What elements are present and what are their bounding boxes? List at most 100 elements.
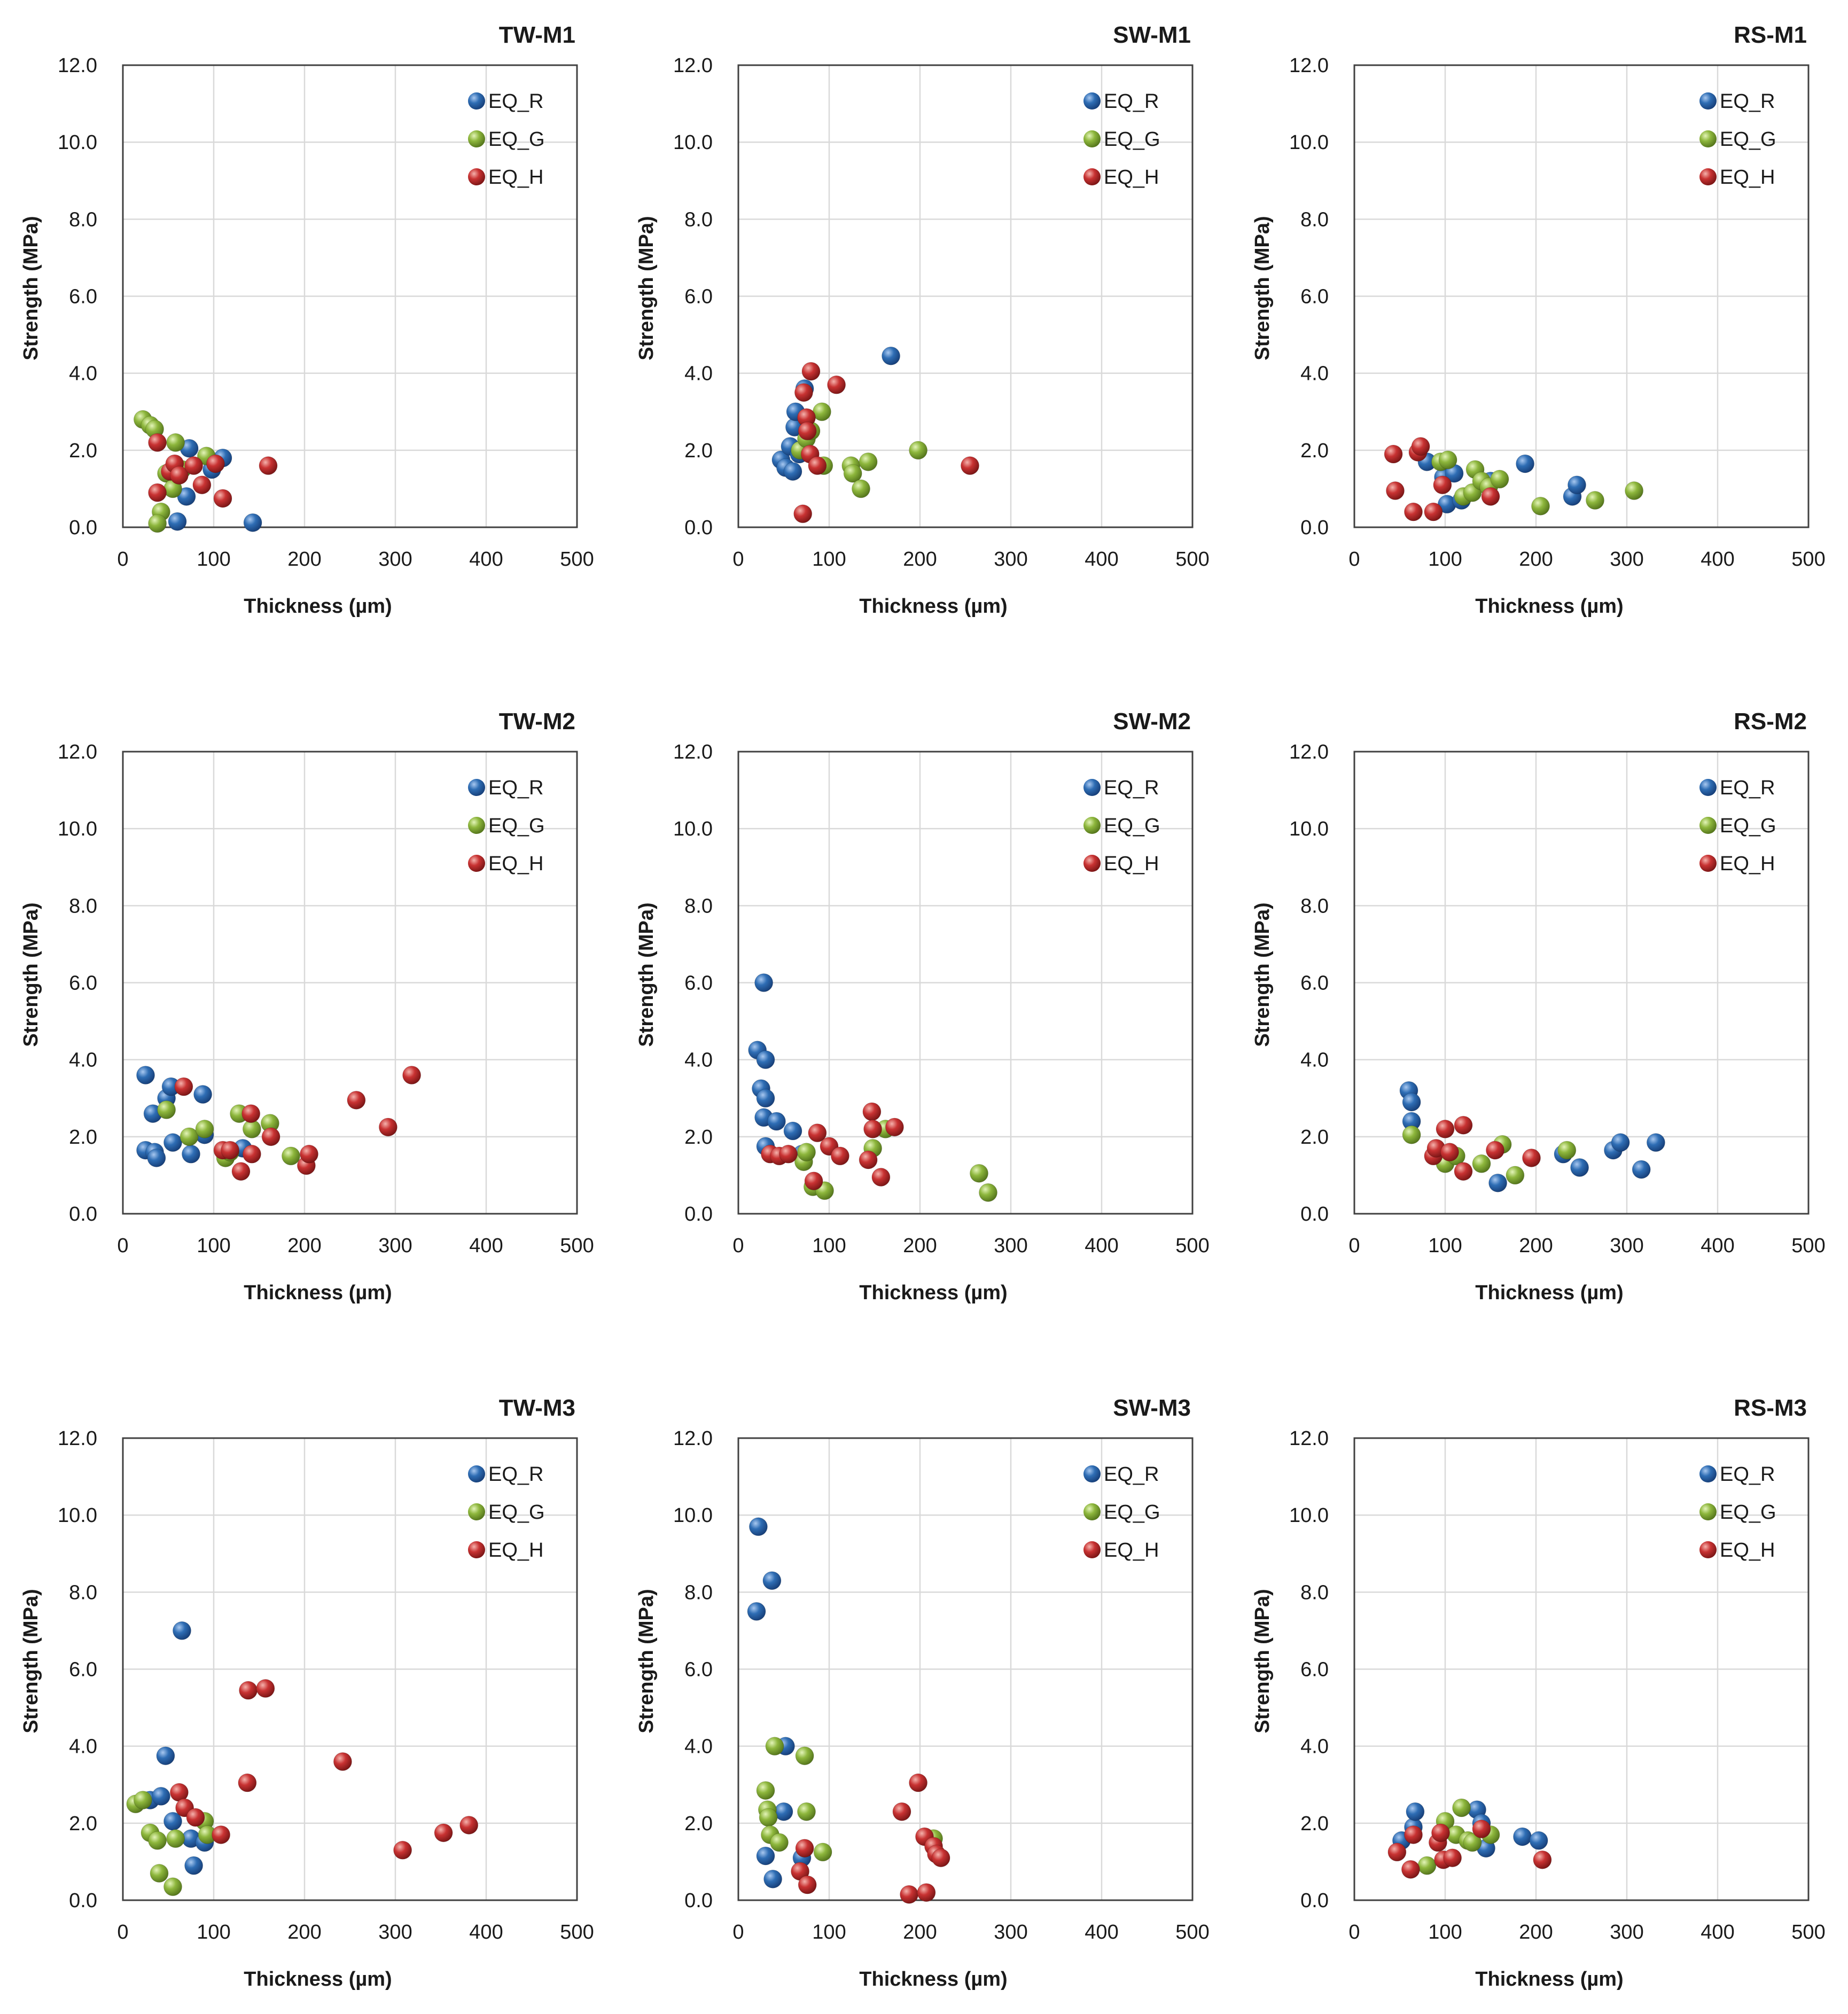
legend-marker: [1083, 1541, 1101, 1558]
y-tick-label: 12.0: [673, 54, 713, 77]
data-point: [871, 1168, 891, 1187]
data-point: [1440, 1143, 1459, 1162]
legend-marker: [1083, 1503, 1101, 1520]
data-point: [1404, 1825, 1423, 1844]
legend-label: EQ_H: [1720, 166, 1775, 189]
y-tick-label: 12.0: [58, 54, 97, 77]
series-eq-h: [174, 1066, 422, 1181]
data-point: [979, 1183, 997, 1202]
legend-label: EQ_H: [1104, 1539, 1159, 1562]
y-tick-label: 10.0: [673, 1504, 713, 1527]
x-tick-label: 300: [1610, 1235, 1643, 1257]
legend: EQ_R EQ_G EQ_H: [1083, 90, 1160, 189]
legend-label: EQ_G: [1720, 815, 1776, 837]
y-tick-label: 6.0: [684, 1659, 713, 1681]
data-point: [830, 1146, 849, 1166]
y-tick-label: 12.0: [1289, 741, 1329, 763]
data-point: [863, 1119, 883, 1138]
legend-label: EQ_G: [488, 1501, 545, 1524]
chart-title: RS-M3: [1734, 1395, 1807, 1421]
y-axis-label: Strength (MPa): [1251, 902, 1274, 1047]
data-point: [168, 512, 187, 531]
legend-marker: [468, 1465, 485, 1482]
chart-title: SW-M1: [1113, 22, 1191, 48]
x-axis-label: Thickness (µm): [244, 595, 392, 618]
chart-title: SW-M2: [1113, 708, 1191, 735]
data-point: [1384, 444, 1403, 464]
series-eq-g: [1431, 450, 1644, 516]
legend-marker: [1699, 855, 1717, 872]
x-tick-label: 400: [1085, 548, 1118, 571]
data-point: [1406, 1802, 1425, 1821]
y-tick-label: 2.0: [69, 1813, 97, 1835]
x-tick-label: 400: [1701, 1921, 1734, 1943]
data-point: [212, 1825, 231, 1844]
data-point: [1387, 1843, 1407, 1862]
y-tick-label: 8.0: [69, 1581, 97, 1604]
data-point: [169, 466, 189, 485]
y-tick-label: 2.0: [69, 440, 97, 462]
y-tick-label: 12.0: [58, 741, 97, 763]
legend-marker: [1699, 779, 1717, 796]
x-tick-label: 500: [1175, 1921, 1209, 1943]
data-point: [1438, 450, 1457, 470]
data-point: [1625, 481, 1644, 501]
y-tick-label: 0.0: [69, 517, 97, 539]
x-tick-label: 300: [378, 1235, 412, 1257]
data-point: [1472, 1820, 1491, 1839]
x-tick-label: 500: [560, 1235, 594, 1257]
data-point: [148, 514, 167, 533]
series-eq-h: [793, 362, 979, 524]
series-eq-h: [1424, 1115, 1541, 1181]
x-tick-label: 300: [1610, 548, 1643, 571]
legend-label: EQ_H: [488, 1539, 543, 1562]
data-point: [261, 1127, 280, 1146]
plot-area-border: [1353, 64, 1810, 528]
data-point: [770, 1833, 789, 1852]
data-point: [1529, 1831, 1548, 1850]
y-tick-label: 6.0: [1300, 286, 1329, 308]
x-tick-label: 200: [287, 548, 321, 571]
data-point: [378, 1118, 397, 1137]
x-tick-label: 500: [560, 548, 594, 571]
data-point: [1443, 1848, 1462, 1868]
x-tick-label: 300: [378, 548, 412, 571]
data-point: [827, 375, 846, 394]
y-tick-label: 4.0: [69, 1736, 97, 1758]
legend-label: EQ_H: [1720, 1539, 1775, 1562]
legend-marker: [1083, 855, 1101, 872]
chart-tw-m1: TW-M1 0 100 200 300 400 500 0.0 2.0 4.0 6.0 8.0 10.0…: [20, 22, 594, 618]
data-point: [748, 1517, 768, 1536]
y-tick-label: 10.0: [673, 131, 713, 154]
chart-rs-m1: RS-M1 0 100 200 300 400 500 0.0 2.0 4.0 6.0 8.0 10.0…: [1251, 22, 1826, 618]
series-eq-g: [756, 1737, 943, 1862]
chart-title: TW-M1: [499, 22, 575, 48]
data-point: [1557, 1141, 1577, 1160]
data-point: [762, 1571, 782, 1590]
legend-label: EQ_H: [1104, 166, 1159, 189]
series-eq-g: [126, 1791, 217, 1896]
x-tick-label: 100: [1428, 1235, 1462, 1257]
x-tick-label: 0: [1348, 1921, 1360, 1943]
plot-area-border: [1353, 1437, 1810, 1901]
data-point: [148, 1831, 167, 1850]
legend: EQ_R EQ_G EQ_H: [1699, 90, 1776, 189]
y-tick-label: 10.0: [58, 1504, 97, 1527]
plot-area-border: [737, 1437, 1194, 1901]
data-point: [1454, 1115, 1473, 1135]
data-point: [259, 456, 278, 475]
data-point: [765, 1737, 784, 1756]
y-tick-label: 4.0: [684, 1049, 713, 1072]
data-point: [882, 346, 901, 365]
data-point: [241, 1104, 261, 1123]
legend-marker: [468, 130, 485, 147]
legend-marker: [468, 1541, 485, 1558]
data-point: [133, 1791, 152, 1810]
series-eq-h: [1384, 437, 1500, 521]
legend-marker: [468, 92, 485, 110]
data-point: [184, 456, 204, 475]
x-tick-label: 0: [117, 548, 128, 571]
x-tick-label: 400: [1701, 1235, 1734, 1257]
data-point: [157, 1100, 176, 1119]
data-point: [136, 1066, 155, 1084]
